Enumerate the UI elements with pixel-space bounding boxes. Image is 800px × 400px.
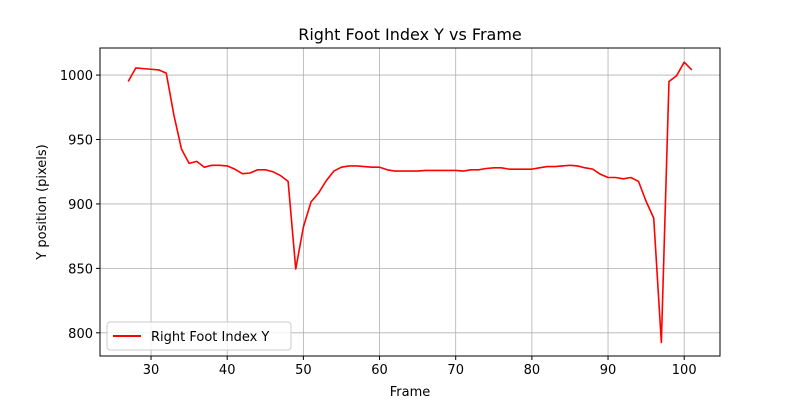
x-tick-label: 70 [447, 363, 464, 378]
legend-box [106, 321, 292, 351]
y-tick-label: 950 [68, 133, 93, 148]
series-line [127, 61, 693, 344]
x-tick-label: 80 [524, 363, 541, 378]
y-axis-label: Y position (pixels) [35, 144, 50, 260]
series-layer [127, 61, 693, 344]
y-tick-label: 1000 [60, 69, 93, 84]
chart-title: Right Foot Index Y vs Frame [298, 25, 522, 44]
x-tick-label: 40 [219, 363, 236, 378]
x-axis-ticks: 30 40 50 60 70 80 90 100 [143, 356, 697, 378]
x-axis-label: Frame [390, 385, 431, 400]
y-tick-label: 800 [68, 327, 93, 342]
legend: Right Foot Index Y [106, 321, 292, 351]
x-tick-label: 30 [143, 363, 160, 378]
plot-area-frame [99, 47, 721, 357]
x-tick-label: 60 [371, 363, 388, 378]
x-tick-label: 90 [600, 363, 617, 378]
y-tick-label: 850 [68, 262, 93, 277]
grid-lines [100, 48, 720, 356]
x-tick-label: 50 [295, 363, 312, 378]
legend-label: Right Foot Index Y [151, 330, 269, 345]
x-tick-label: 100 [672, 363, 697, 378]
y-tick-label: 900 [68, 198, 93, 213]
y-axis-ticks: 800 850 900 950 1000 [60, 69, 100, 342]
